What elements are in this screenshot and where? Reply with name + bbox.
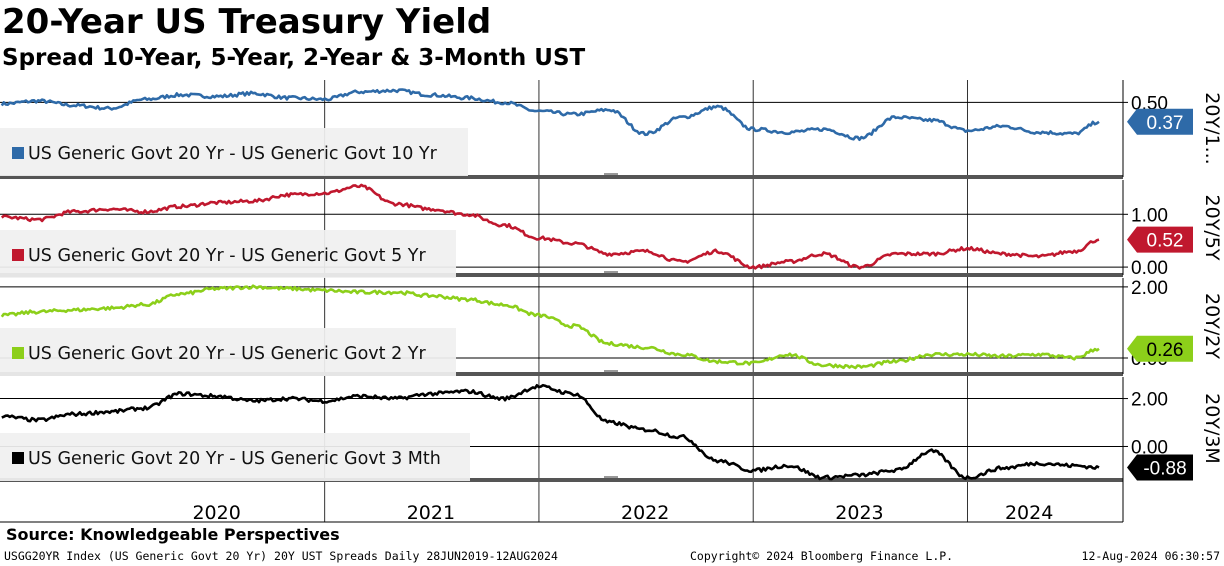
chart-subtitle: Spread 10-Year, 5-Year, 2-Year & 3-Month… [2, 45, 586, 71]
y-tick-label: 0.00 [1131, 258, 1168, 279]
panel-resize-grip [604, 271, 618, 273]
y-tick-label: 2.00 [1131, 390, 1168, 411]
last-value-label: 0.26 [1147, 340, 1184, 361]
panel-axis-title: 20Y/1... [1201, 92, 1223, 164]
x-tick-label-2022: 2022 [621, 502, 669, 524]
footer-copyright: Copyright© 2024 Bloomberg Finance L.P. [690, 549, 954, 563]
y-tick-label: 2.00 [1131, 278, 1168, 299]
legend-label: US Generic Govt 20 Yr - US Generic Govt … [28, 144, 438, 164]
legend-box [0, 230, 456, 278]
y-tick-label: 1.00 [1131, 205, 1168, 226]
last-value-tag [1127, 335, 1193, 362]
panel-axis-title: 20Y/3M [1201, 393, 1223, 464]
x-tick-label-2024: 2024 [1005, 502, 1053, 524]
legend-label: US Generic Govt 20 Yr - US Generic Govt … [28, 344, 426, 364]
legend-swatch [12, 147, 24, 159]
legend-label: US Generic Govt 20 Yr - US Generic Govt … [28, 449, 441, 469]
last-value-tag [1127, 108, 1193, 135]
x-tick-label-2020: 2020 [192, 502, 240, 524]
y-tick-label: 0.00 [1131, 437, 1168, 458]
last-value-label: 0.52 [1147, 231, 1184, 252]
x-tick-label-2021: 2021 [407, 502, 455, 524]
chart-title: 20-Year US Treasury Yield [2, 2, 492, 42]
panel-resize-grip [604, 173, 618, 175]
last-value-label: 0.37 [1147, 113, 1184, 134]
panel-resize-grip [604, 370, 618, 372]
x-tick-label-2023: 2023 [835, 502, 883, 524]
series-line [0, 88, 1100, 141]
legend-label: US Generic Govt 20 Yr - US Generic Govt … [28, 246, 426, 266]
series-line [0, 183, 1100, 270]
last-value-tag [1127, 226, 1193, 253]
chart-panel-2: 1.00 0.00 US Generic Govt 20 Yr - US Gener… [0, 180, 1223, 279]
footer-timestamp: 12-Aug-2024 06:30:57 [1081, 549, 1220, 563]
legend-swatch [12, 452, 24, 464]
chart-panel-4: 2.00 0.00 US Generic Govt 20 Yr - US Gener… [0, 377, 1223, 482]
panel-axis-title: 20Y/5Y [1201, 195, 1223, 261]
legend-box [0, 128, 468, 176]
series-line [0, 284, 1100, 370]
legend-box [0, 328, 456, 376]
footer-index-info: USGG20YR Index (US Generic Govt 20 Yr) 2… [4, 549, 558, 563]
legend-swatch [12, 347, 24, 359]
last-value-tag [1127, 454, 1193, 481]
source-note: Source: Knowledgeable Perspectives [6, 525, 340, 544]
legend-box [0, 433, 470, 481]
panel-axis-title: 20Y/2Y [1201, 293, 1223, 359]
legend-swatch [12, 249, 24, 261]
last-value-label: -0.88 [1143, 459, 1186, 480]
series-line [1, 383, 1100, 481]
panel-resize-grip [604, 476, 618, 478]
